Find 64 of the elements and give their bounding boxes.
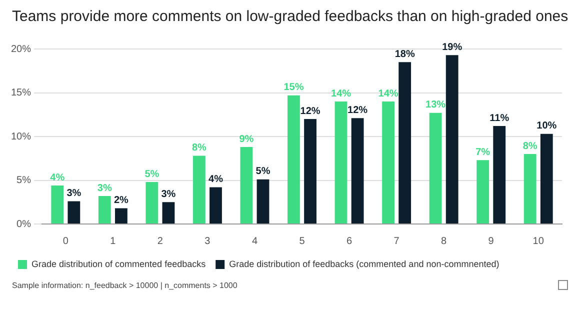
bar [256, 179, 270, 224]
bar [51, 186, 64, 224]
data-label: 4% [50, 172, 65, 184]
data-label: 19% [442, 42, 462, 53]
data-label: 2% [114, 195, 129, 206]
bar [334, 102, 348, 224]
x-tick-label: 0 [62, 236, 69, 247]
bar [493, 126, 506, 224]
bar [114, 208, 128, 224]
x-tick-label: 1 [110, 236, 116, 247]
data-label: 5% [144, 168, 160, 180]
chart-title: Teams provide more comments on low-graded feedbacks than on high-graded ones [12, 8, 570, 25]
x-tick-label: 9 [488, 236, 494, 247]
data-label: 3% [161, 188, 176, 200]
bar [540, 134, 553, 224]
y-tick-label: 0% [16, 218, 32, 230]
data-label: 13% [426, 100, 446, 111]
data-label: 9% [239, 134, 254, 145]
bar [98, 196, 111, 224]
bar [398, 62, 412, 224]
x-tick-label: 7 [394, 236, 400, 247]
bar [288, 95, 300, 224]
data-label: 7% [476, 146, 490, 158]
bar [476, 160, 490, 224]
y-tick-label: 20% [11, 44, 32, 55]
bar [162, 202, 175, 224]
x-tick-label: 5 [299, 236, 306, 247]
y-tick-label: 10% [11, 131, 32, 142]
data-label: 8% [192, 142, 207, 154]
bar [351, 118, 364, 224]
bar [210, 187, 222, 224]
data-label: 4% [208, 174, 224, 185]
data-label: 15% [284, 82, 304, 94]
bar [240, 147, 253, 224]
text: Sample information: n_feedback > 10000 | n_comments > 1000 [12, 281, 238, 290]
x-tick-label: 10 [532, 236, 544, 247]
data-label: 3% [97, 182, 112, 194]
bar [68, 201, 80, 224]
data-label: 12% [348, 104, 368, 116]
bar [146, 182, 158, 224]
data-label: 5% [256, 166, 270, 178]
data-label: 8% [522, 140, 538, 152]
bar [429, 112, 442, 224]
x-tick-label: 4 [252, 236, 258, 247]
legend-label: Grade distribution of feedbacks (commented and non-commnented) [229, 258, 500, 269]
x-tick-label: 2 [157, 236, 164, 247]
bar [524, 154, 536, 224]
x-tick-label: 8 [441, 236, 448, 247]
data-label: 12% [300, 106, 320, 117]
y-tick-label: 5% [16, 175, 32, 186]
bar [382, 102, 394, 224]
data-label: 14% [331, 88, 352, 100]
data-label: 3% [66, 188, 82, 199]
y-tick-label: 15% [11, 88, 32, 98]
bar [304, 119, 316, 224]
data-label: 10% [536, 120, 557, 132]
bar [192, 156, 206, 224]
data-label: 11% [490, 112, 510, 124]
legend-label: Grade distribution of commented feedbacks [32, 258, 206, 269]
x-tick-label: 3 [204, 236, 211, 247]
data-label: 18% [394, 48, 415, 60]
x-tick-label: 6 [346, 236, 352, 247]
bar [446, 55, 458, 224]
data-label: 14% [378, 88, 398, 100]
